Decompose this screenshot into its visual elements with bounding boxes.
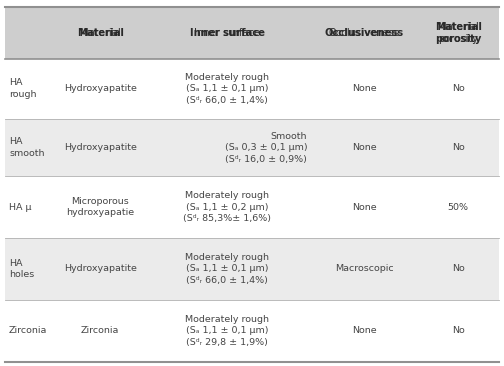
Bar [57, 59, 143, 119]
Text: HA
smooth: HA smooth [9, 137, 44, 158]
Bar [143, 119, 311, 176]
Text: Inner surface: Inner surface [190, 28, 265, 38]
Bar [311, 300, 417, 362]
Text: HA
holes: HA holes [9, 259, 34, 279]
Text: None: None [352, 84, 376, 93]
Text: Occlusiveness: Occlusiveness [329, 28, 400, 38]
Bar [417, 300, 499, 362]
Bar [417, 176, 499, 238]
Text: Moderately rough
(Sₐ 1,1 ± 0,2 µm)
(Sᵈᵣ 85,3%± 1,6%): Moderately rough (Sₐ 1,1 ± 0,2 µm) (Sᵈᵣ … [183, 191, 271, 223]
Bar [5, 238, 57, 300]
Text: Material
porosity: Material porosity [435, 22, 482, 44]
Text: Moderately rough
(Sₐ 1,1 ± 0,1 µm)
(Sᵈᵣ 66,0 ± 1,4%): Moderately rough (Sₐ 1,1 ± 0,1 µm) (Sᵈᵣ … [185, 73, 269, 105]
Bar [143, 7, 311, 59]
Text: Macroscopic: Macroscopic [335, 264, 394, 273]
Bar [143, 176, 311, 238]
Bar [417, 238, 499, 300]
Text: None: None [352, 143, 376, 152]
Text: Zirconia: Zirconia [81, 326, 119, 336]
Bar [5, 7, 57, 59]
Text: Hydroxyapatite: Hydroxyapatite [64, 143, 137, 152]
Text: Occlusiveness: Occlusiveness [325, 28, 404, 38]
Bar [143, 59, 311, 119]
Text: Zirconia: Zirconia [9, 326, 47, 336]
Text: Material
porosity: Material porosity [438, 22, 479, 44]
Text: Hydroxyapatite: Hydroxyapatite [64, 264, 137, 273]
Text: Moderately rough
(Sₐ 1,1 ± 0,1 µm)
(Sᵈᵣ 66,0 ± 1,4%): Moderately rough (Sₐ 1,1 ± 0,1 µm) (Sᵈᵣ … [185, 253, 269, 285]
Bar [5, 300, 57, 362]
Bar [143, 238, 311, 300]
Text: Hydroxyapatite: Hydroxyapatite [64, 84, 137, 93]
Bar [57, 119, 143, 176]
Bar [311, 7, 417, 59]
Bar [417, 7, 499, 59]
Text: HA
rough: HA rough [9, 78, 37, 99]
Bar [57, 238, 143, 300]
Text: No: No [452, 143, 465, 152]
Text: No: No [452, 84, 465, 93]
Bar [417, 59, 499, 119]
Text: No: No [452, 326, 465, 336]
Bar [143, 300, 311, 362]
Text: No: No [452, 264, 465, 273]
Bar [5, 119, 57, 176]
Bar [311, 176, 417, 238]
Text: HA μ: HA μ [9, 203, 32, 212]
Text: 50%: 50% [448, 203, 469, 212]
Text: Material: Material [77, 28, 123, 38]
Bar [311, 238, 417, 300]
Bar [57, 7, 143, 59]
Bar [311, 59, 417, 119]
Text: None: None [352, 326, 376, 336]
Bar [311, 119, 417, 176]
Text: Smooth
(Sₐ 0,3 ± 0,1 µm)
(Sᵈᵣ 16,0 ± 0,9%): Smooth (Sₐ 0,3 ± 0,1 µm) (Sᵈᵣ 16,0 ± 0,9… [225, 132, 307, 164]
Bar [417, 119, 499, 176]
Bar [5, 59, 57, 119]
Text: Moderately rough
(Sₐ 1,1 ± 0,1 µm)
(Sᵈᵣ 29,8 ± 1,9%): Moderately rough (Sₐ 1,1 ± 0,1 µm) (Sᵈᵣ … [185, 315, 269, 347]
Text: Microporous
hydroxyapatie: Microporous hydroxyapatie [66, 197, 134, 217]
Bar [57, 176, 143, 238]
Bar [57, 300, 143, 362]
Bar [5, 176, 57, 238]
Text: Inner surface: Inner surface [194, 28, 261, 38]
Text: Material: Material [80, 28, 120, 38]
Text: None: None [352, 203, 376, 212]
